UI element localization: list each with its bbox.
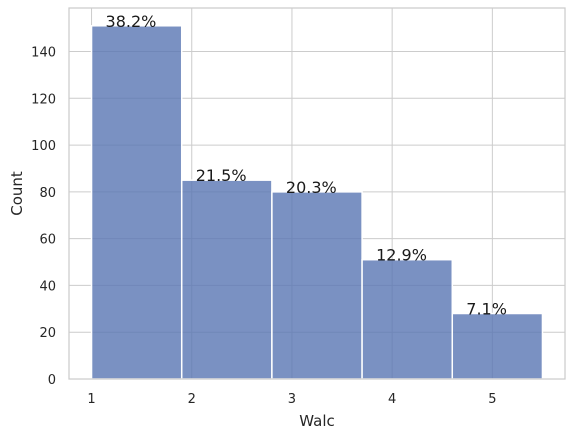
y-axis-label: Count [8,171,26,216]
y-tick-label: 140 [31,46,56,61]
x-tick-label: 3 [288,392,296,407]
axes-frame [68,7,566,380]
y-tick-label: 0 [48,373,56,388]
y-tick-label: 60 [39,233,56,248]
bar-percent-label: 20.3% [286,178,337,197]
x-tick-label: 1 [87,392,95,407]
x-axis-label: Walc [299,412,334,430]
y-tick-label: 80 [39,186,56,201]
x-tick-label: 2 [188,392,196,407]
x-tick-label: 5 [488,392,496,407]
histogram-bar [361,258,454,380]
y-tick-label: 120 [31,92,56,107]
histogram-bar [180,179,273,380]
y-tick-label: 20 [39,326,56,341]
histogram-bar [451,312,544,380]
histogram-bar [90,25,183,380]
bar-percent-label: 7.1% [466,300,507,319]
bar-percent-label: 38.2% [106,12,157,31]
y-tick-label: 100 [31,139,56,154]
x-tick-label: 4 [388,392,396,407]
bar-percent-label: 21.5% [196,166,247,185]
y-tick-label: 40 [39,279,56,294]
bar-percent-label: 12.9% [376,246,427,265]
histogram-bar [271,191,363,380]
